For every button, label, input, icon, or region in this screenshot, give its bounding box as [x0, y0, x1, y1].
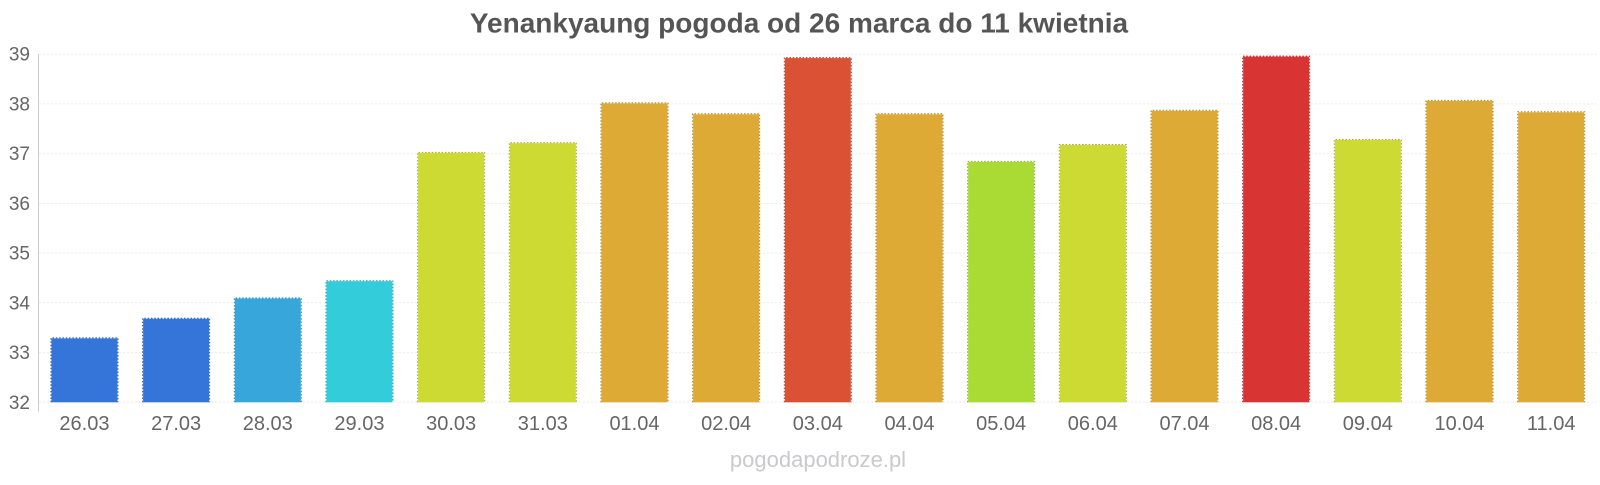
svg-text:36: 36	[9, 194, 30, 215]
svg-text:Yenankyaung pogoda od 26 marca: Yenankyaung pogoda od 26 marca do 11 kwi…	[470, 8, 1129, 39]
svg-text:07.04: 07.04	[1159, 413, 1209, 435]
svg-text:05.04: 05.04	[976, 413, 1026, 435]
svg-text:38: 38	[9, 94, 30, 115]
svg-text:11.04: 11.04	[1527, 413, 1576, 435]
svg-text:35: 35	[9, 244, 30, 265]
svg-text:27.03: 27.03	[151, 413, 201, 435]
svg-text:04.04: 04.04	[884, 413, 934, 435]
svg-text:34: 34	[9, 293, 31, 314]
svg-text:29.03: 29.03	[334, 413, 384, 435]
svg-text:08.04: 08.04	[1251, 413, 1301, 435]
svg-text:31.03: 31.03	[518, 413, 568, 435]
svg-text:01.04: 01.04	[609, 413, 659, 435]
svg-text:03.04: 03.04	[793, 413, 843, 435]
svg-text:33: 33	[9, 343, 30, 364]
svg-text:30.03: 30.03	[426, 413, 476, 435]
svg-text:37: 37	[9, 144, 30, 165]
svg-text:10.04: 10.04	[1434, 413, 1484, 435]
svg-text:39: 39	[9, 45, 30, 66]
svg-text:28.03: 28.03	[243, 413, 293, 435]
svg-text:02.04: 02.04	[701, 413, 751, 435]
svg-text:pogodapodroze.pl: pogodapodroze.pl	[730, 447, 906, 472]
svg-text:26.03: 26.03	[59, 413, 109, 435]
svg-text:06.04: 06.04	[1068, 413, 1118, 435]
svg-text:09.04: 09.04	[1343, 413, 1393, 435]
svg-text:32: 32	[9, 393, 30, 414]
